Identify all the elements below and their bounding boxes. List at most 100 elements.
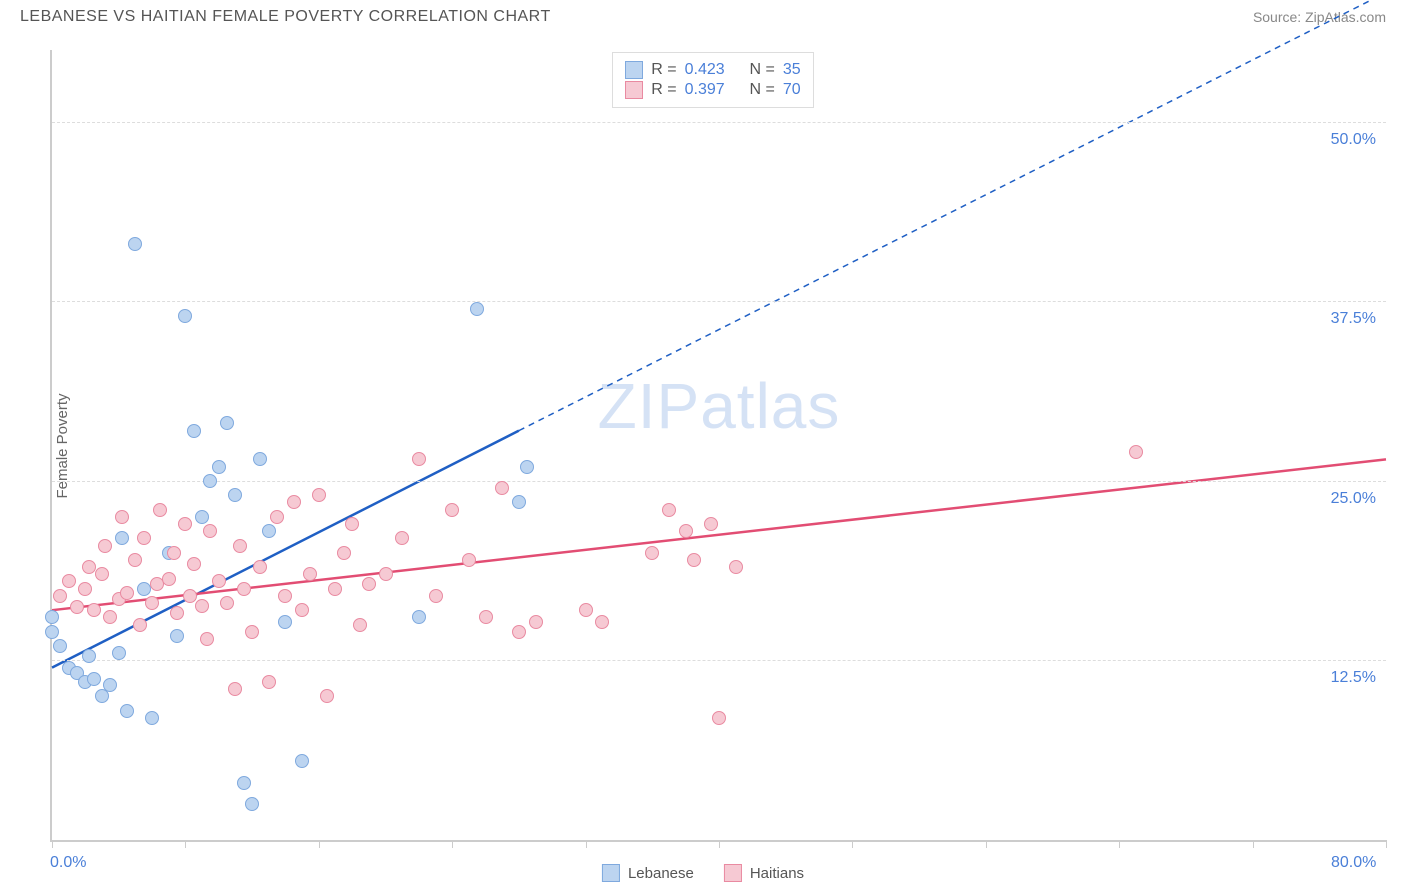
- scatter-point: [470, 302, 484, 316]
- swatch-lebanese: [625, 61, 643, 79]
- scatter-point: [137, 531, 151, 545]
- scatter-point: [187, 557, 201, 571]
- scatter-point: [479, 610, 493, 624]
- scatter-point: [145, 596, 159, 610]
- x-axis-max-label: 80.0%: [1331, 854, 1376, 872]
- legend-label-haitians: Haitians: [750, 865, 804, 882]
- x-tick: [52, 840, 53, 848]
- x-tick: [319, 840, 320, 848]
- scatter-point: [429, 589, 443, 603]
- scatter-point: [87, 603, 101, 617]
- scatter-point: [512, 625, 526, 639]
- scatter-point: [70, 600, 84, 614]
- scatter-point: [687, 553, 701, 567]
- scatter-point: [203, 474, 217, 488]
- scatter-point: [662, 503, 676, 517]
- y-tick-label: 37.5%: [1331, 310, 1376, 328]
- grid-line: [52, 660, 1386, 661]
- scatter-point: [253, 452, 267, 466]
- scatter-point: [295, 603, 309, 617]
- scatter-point: [200, 632, 214, 646]
- scatter-point: [82, 560, 96, 574]
- scatter-point: [145, 711, 159, 725]
- scatter-point: [112, 646, 126, 660]
- scatter-point: [278, 615, 292, 629]
- scatter-point: [228, 488, 242, 502]
- x-tick: [1253, 840, 1254, 848]
- scatter-point: [445, 503, 459, 517]
- scatter-point: [245, 625, 259, 639]
- scatter-point: [87, 672, 101, 686]
- scatter-point: [233, 539, 247, 553]
- scatter-point: [262, 675, 276, 689]
- grid-line: [52, 122, 1386, 123]
- scatter-point: [115, 510, 129, 524]
- stat-n-label-2: N =: [750, 81, 775, 99]
- scatter-point: [178, 309, 192, 323]
- legend-item-haitians: Haitians: [724, 864, 804, 882]
- stat-r-label: R =: [651, 61, 676, 79]
- scatter-point: [237, 582, 251, 596]
- scatter-point: [203, 524, 217, 538]
- x-tick: [452, 840, 453, 848]
- stat-r-label-2: R =: [651, 81, 676, 99]
- legend-label-lebanese: Lebanese: [628, 865, 694, 882]
- grid-line: [52, 301, 1386, 302]
- scatter-point: [195, 599, 209, 613]
- scatter-point: [712, 711, 726, 725]
- scatter-point: [183, 589, 197, 603]
- x-tick: [852, 840, 853, 848]
- watermark: ZIPatlas: [598, 369, 841, 443]
- scatter-point: [495, 481, 509, 495]
- legend: Lebanese Haitians: [602, 864, 804, 882]
- x-tick: [1119, 840, 1120, 848]
- x-tick: [986, 840, 987, 848]
- scatter-point: [312, 488, 326, 502]
- scatter-point: [115, 531, 129, 545]
- scatter-point: [353, 618, 367, 632]
- scatter-point: [62, 574, 76, 588]
- chart-title: LEBANESE VS HAITIAN FEMALE POVERTY CORRE…: [20, 8, 551, 26]
- scatter-point: [645, 546, 659, 560]
- scatter-point: [1129, 445, 1143, 459]
- scatter-point: [53, 639, 67, 653]
- scatter-point: [337, 546, 351, 560]
- scatter-point: [512, 495, 526, 509]
- scatter-point: [220, 596, 234, 610]
- scatter-point: [170, 606, 184, 620]
- scatter-point: [103, 610, 117, 624]
- scatter-point: [120, 586, 134, 600]
- scatter-point: [170, 629, 184, 643]
- stat-n-label: N =: [750, 61, 775, 79]
- x-tick: [586, 840, 587, 848]
- scatter-point: [133, 618, 147, 632]
- scatter-point: [228, 682, 242, 696]
- scatter-point: [395, 531, 409, 545]
- scatter-point: [253, 560, 267, 574]
- scatter-point: [153, 503, 167, 517]
- scatter-point: [412, 610, 426, 624]
- scatter-point: [162, 572, 176, 586]
- chart-plot-area: ZIPatlas R = 0.423 N = 35 R = 0.397 N = …: [50, 50, 1386, 842]
- scatter-point: [103, 678, 117, 692]
- chart-source: Source: ZipAtlas.com: [1253, 9, 1386, 25]
- scatter-point: [320, 689, 334, 703]
- scatter-point: [704, 517, 718, 531]
- scatter-point: [362, 577, 376, 591]
- scatter-point: [303, 567, 317, 581]
- legend-item-lebanese: Lebanese: [602, 864, 694, 882]
- scatter-point: [195, 510, 209, 524]
- scatter-point: [529, 615, 543, 629]
- x-tick: [185, 840, 186, 848]
- scatter-point: [245, 797, 259, 811]
- scatter-point: [212, 460, 226, 474]
- stats-row-lebanese: R = 0.423 N = 35: [625, 61, 800, 79]
- scatter-point: [187, 424, 201, 438]
- scatter-point: [345, 517, 359, 531]
- scatter-point: [595, 615, 609, 629]
- stat-n-haitians: 70: [783, 81, 801, 99]
- scatter-point: [287, 495, 301, 509]
- scatter-point: [45, 625, 59, 639]
- y-tick-label: 12.5%: [1331, 669, 1376, 687]
- scatter-point: [328, 582, 342, 596]
